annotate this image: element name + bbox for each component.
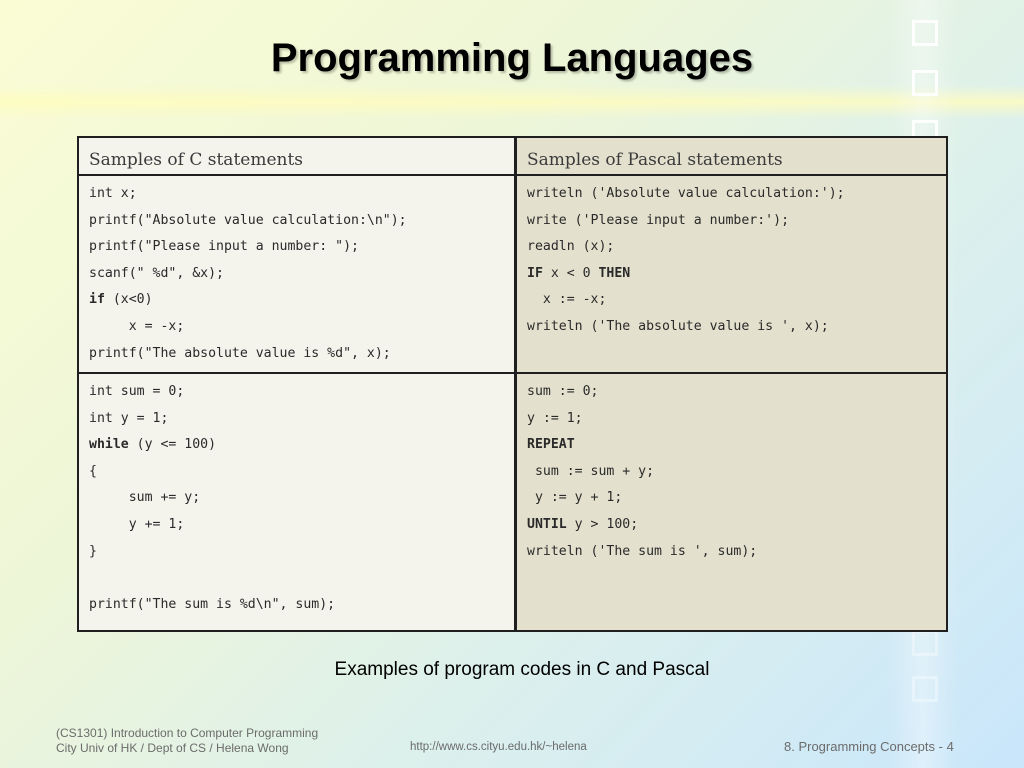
- footer-dept-line: City Univ of HK / Dept of CS / Helena Wo…: [56, 741, 289, 755]
- slide-title: Programming Languages: [270, 36, 754, 80]
- code-line: int sum = 0;: [89, 384, 185, 399]
- code-line: sum := sum + y;: [527, 463, 655, 479]
- code-line: }: [89, 543, 97, 559]
- code-line: write ('Please input a number:');: [527, 212, 790, 228]
- code-line: writeln ('The absolute value is ', x);: [527, 318, 829, 334]
- code-line: sum += y;: [89, 490, 201, 506]
- footer-course-line: (CS1301) Introduction to Computer Progra…: [56, 726, 319, 740]
- pascal-code-block-1: writeln ('Absolute value calculation:');…: [514, 176, 946, 374]
- code-line: int y = 1;: [89, 410, 169, 426]
- code-line: [89, 565, 514, 592]
- code-line: y := 1;: [527, 410, 583, 426]
- decorative-square: [912, 676, 938, 702]
- code-line: y += 1;: [89, 516, 185, 532]
- c-column-header: Samples of C statements: [79, 138, 514, 176]
- code-line: printf("The absolute value is %d", x);: [89, 345, 391, 361]
- c-code-block-1: int x; printf("Absolute value calculatio…: [79, 176, 514, 374]
- table-caption: Examples of program codes in C and Pasca…: [334, 659, 710, 680]
- code-line: IF x < 0 THEN: [527, 265, 631, 281]
- code-line: if (x<0): [89, 292, 153, 308]
- code-line: printf("Absolute value calculation:\n");: [89, 212, 407, 228]
- code-line: REPEAT: [527, 437, 575, 453]
- background-band: [0, 85, 1024, 119]
- code-line: int x;: [89, 186, 137, 201]
- code-line: printf("Please input a number: ");: [89, 239, 359, 255]
- code-line: UNTIL y > 100;: [527, 516, 639, 532]
- pascal-code-block-2: sum := 0; y := 1; REPEAT sum := sum + y;…: [514, 374, 946, 630]
- footer-course-info: (CS1301) Introduction to Computer Progra…: [56, 726, 318, 756]
- footer-url: http://www.cs.cityu.edu.hk/~helena: [410, 741, 587, 753]
- pascal-column-header: Samples of Pascal statements: [514, 138, 946, 176]
- code-line: x := -x;: [527, 292, 607, 308]
- code-line: x = -x;: [89, 318, 185, 334]
- code-line: readln (x);: [527, 239, 615, 255]
- decorative-square: [912, 70, 938, 96]
- code-line: y := y + 1;: [527, 490, 623, 506]
- decorative-square: [912, 630, 938, 656]
- code-comparison-table: Samples of C statements Samples of Pasca…: [77, 136, 948, 632]
- code-line: {: [89, 463, 97, 479]
- code-line: while (y <= 100): [89, 437, 217, 453]
- code-line: writeln ('Absolute value calculation:');: [527, 186, 845, 201]
- c-code-block-2: int sum = 0; int y = 1; while (y <= 100)…: [79, 374, 514, 630]
- footer-page-number: 8. Programming Concepts - 4: [784, 739, 954, 754]
- code-line: writeln ('The sum is ', sum);: [527, 543, 758, 559]
- decorative-square: [912, 20, 938, 46]
- code-line: scanf(" %d", &x);: [89, 265, 224, 281]
- code-line: sum := 0;: [527, 384, 599, 399]
- code-line: printf("The sum is %d\n", sum);: [89, 596, 336, 612]
